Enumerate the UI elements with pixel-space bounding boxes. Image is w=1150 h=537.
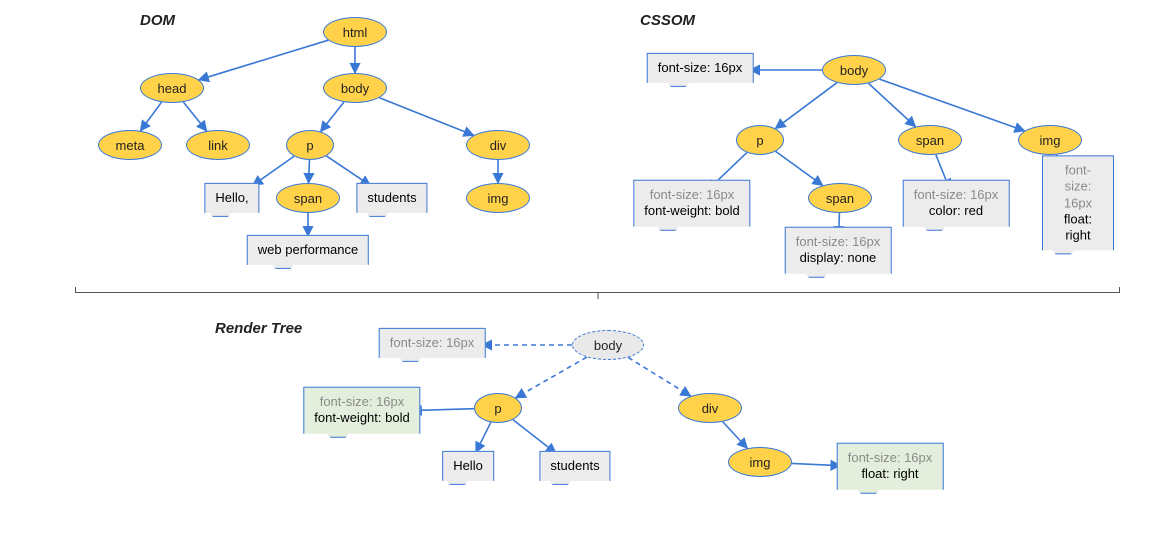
style-note-d_hello: Hello, bbox=[204, 183, 259, 217]
style-note-c_img_n: font-size: 16pxfloat: right bbox=[1042, 155, 1114, 254]
tree-node-d_p: p bbox=[286, 130, 334, 160]
edge bbox=[253, 156, 294, 185]
tree-node-d_head: head bbox=[140, 73, 204, 103]
note-line: float: right bbox=[848, 466, 933, 482]
edge bbox=[869, 83, 916, 126]
tree-node-label: span bbox=[826, 191, 854, 206]
edge bbox=[321, 102, 344, 131]
note-line: font-size: 16px bbox=[658, 60, 743, 76]
section-title-dom: DOM bbox=[140, 12, 175, 29]
tree-node-c_p: p bbox=[736, 125, 784, 155]
tree-node-label: meta bbox=[116, 138, 145, 153]
edge bbox=[513, 420, 556, 453]
style-note-r_img_n: font-size: 16pxfloat: right bbox=[837, 443, 944, 494]
tree-node-r_div: div bbox=[678, 393, 742, 423]
tree-node-label: head bbox=[158, 81, 187, 96]
tree-node-d_html: html bbox=[323, 17, 387, 47]
note-line: students bbox=[550, 458, 599, 474]
tree-node-label: img bbox=[1040, 133, 1061, 148]
tree-node-label: img bbox=[750, 455, 771, 470]
style-note-r_hello: Hello bbox=[442, 451, 494, 485]
diagram-stage: DOM CSSOM Render Tree html head body meta link… bbox=[0, 0, 1150, 537]
note-line: color: red bbox=[914, 203, 999, 219]
note-line: font-size: 16px bbox=[848, 450, 933, 466]
tree-node-label: div bbox=[490, 138, 507, 153]
edge bbox=[792, 463, 841, 465]
tree-node-d_meta: meta bbox=[98, 130, 162, 160]
note-line: web performance bbox=[258, 242, 358, 258]
note-line: font-size: 16px bbox=[796, 234, 881, 250]
edge bbox=[412, 409, 474, 411]
combining-brace bbox=[75, 292, 1120, 293]
tree-node-d_span: span bbox=[276, 183, 340, 213]
note-line: Hello bbox=[453, 458, 483, 474]
style-note-c_body_n: font-size: 16px bbox=[647, 53, 754, 87]
note-line: font-size: 16px bbox=[314, 394, 409, 410]
tree-node-r_p: p bbox=[474, 393, 522, 423]
style-note-r_students: students bbox=[539, 451, 610, 485]
tree-node-label: link bbox=[208, 138, 228, 153]
tree-node-label: p bbox=[306, 138, 313, 153]
edge bbox=[775, 83, 837, 129]
tree-node-label: body bbox=[341, 81, 369, 96]
edge bbox=[379, 98, 473, 136]
tree-node-label: span bbox=[916, 133, 944, 148]
tree-node-d_link: link bbox=[186, 130, 250, 160]
style-note-c_span_n: font-size: 16pxcolor: red bbox=[903, 180, 1010, 231]
edge bbox=[183, 102, 206, 131]
edge bbox=[516, 357, 587, 398]
tree-node-label: p bbox=[756, 133, 763, 148]
style-note-r_p_n: font-size: 16pxfont-weight: bold bbox=[303, 387, 420, 438]
style-note-r_body_n: font-size: 16px bbox=[379, 328, 486, 362]
style-note-c_span2_n: font-size: 16pxdisplay: none bbox=[785, 227, 892, 278]
section-title-cssom: CSSOM bbox=[640, 12, 695, 29]
edge bbox=[628, 357, 691, 396]
note-line: font-size: 16px bbox=[1053, 162, 1103, 211]
tree-node-c_img: img bbox=[1018, 125, 1082, 155]
note-line: float: right bbox=[1053, 211, 1103, 244]
edge bbox=[140, 102, 161, 131]
tree-node-label: html bbox=[343, 25, 368, 40]
tree-node-label: p bbox=[494, 401, 501, 416]
tree-node-label: div bbox=[702, 401, 719, 416]
tree-node-c_span2: span bbox=[808, 183, 872, 213]
note-line: font-size: 16px bbox=[914, 187, 999, 203]
tree-node-label: img bbox=[488, 191, 509, 206]
tree-node-c_span: span bbox=[898, 125, 962, 155]
note-line: font-size: 16px bbox=[390, 335, 475, 351]
note-line: students bbox=[367, 190, 416, 206]
note-line: Hello, bbox=[215, 190, 248, 206]
style-note-c_p_n: font-size: 16pxfont-weight: bold bbox=[633, 180, 750, 231]
section-title-render: Render Tree bbox=[215, 320, 302, 337]
tree-node-d_div: div bbox=[466, 130, 530, 160]
edge bbox=[476, 422, 491, 452]
edge bbox=[776, 151, 823, 185]
tree-node-label: span bbox=[294, 191, 322, 206]
tree-node-c_body: body bbox=[822, 55, 886, 85]
tree-node-label: body bbox=[594, 338, 622, 353]
note-line: display: none bbox=[796, 250, 881, 266]
tree-node-r_img: img bbox=[728, 447, 792, 477]
tree-node-d_img: img bbox=[466, 183, 530, 213]
edge bbox=[723, 422, 748, 448]
style-note-d_students: students bbox=[356, 183, 427, 217]
tree-node-r_body: body bbox=[572, 330, 644, 360]
note-line: font-size: 16px bbox=[644, 187, 739, 203]
style-note-d_webperf: web performance bbox=[247, 235, 369, 269]
edge bbox=[309, 160, 310, 183]
edge bbox=[326, 156, 370, 186]
edge bbox=[879, 79, 1024, 131]
note-line: font-weight: bold bbox=[644, 203, 739, 219]
tree-node-label: body bbox=[840, 63, 868, 78]
note-line: font-weight: bold bbox=[314, 410, 409, 426]
tree-node-d_body: body bbox=[323, 73, 387, 103]
edge bbox=[199, 40, 328, 80]
